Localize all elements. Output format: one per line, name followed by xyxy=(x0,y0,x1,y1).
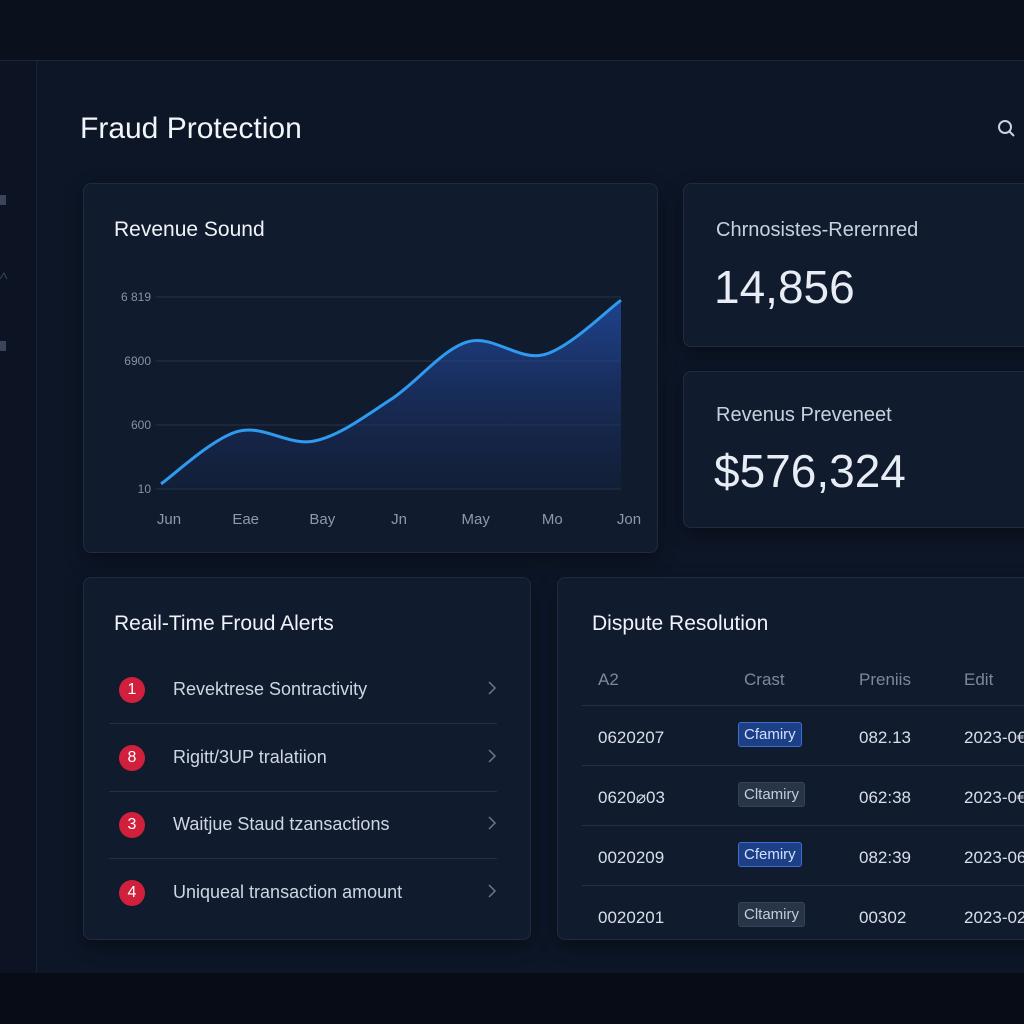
alert-text: Uniqueal transaction amount xyxy=(173,881,403,902)
area xyxy=(161,300,621,489)
table-cell: 082:39 xyxy=(859,848,911,867)
y-tick-label: 600 xyxy=(131,418,151,432)
status-pill: Cltamiry xyxy=(738,902,805,927)
stat-card: Chrnosistes-Rerernred 14,856 xyxy=(683,183,1024,347)
status-pill: Cfamiry xyxy=(738,722,802,747)
y-tick-label: 6900 xyxy=(124,354,151,368)
stat-label: Revenus Preveneet xyxy=(716,404,892,426)
chevron-icon xyxy=(488,748,497,763)
chart-title: Revenue Sound xyxy=(114,218,265,241)
chevron-icon xyxy=(488,816,497,830)
chevron xyxy=(488,883,497,898)
alerts-card: Reail-Time Froud Alerts 1 Revektrese Sont… xyxy=(83,577,531,940)
alert-text: Rigitt/3UP tralatiion xyxy=(173,746,327,767)
alert-badge: 8 xyxy=(119,744,145,771)
nav-icon[interactable] xyxy=(0,341,6,351)
table-cell: 2023-0€ xyxy=(964,788,1024,807)
alerts-title: Reail-Time Froud Alerts xyxy=(114,612,334,635)
alert-row[interactable]: 4 Uniqueal transaction amount xyxy=(109,859,497,926)
column-header: Edit xyxy=(964,670,994,689)
column-header: Crast xyxy=(744,670,785,689)
x-tick-label: Jun xyxy=(157,511,181,528)
stat-card: Revenus Preveneet $576,324 xyxy=(683,371,1024,528)
stat-label: Chrnosistes-Rerernred xyxy=(716,219,919,241)
alert-text: Revektrese Sontractivity xyxy=(173,679,368,699)
chart: 10 600 6900 6 819 Jun Eae Bay Jn May Mo Jon xyxy=(121,290,641,528)
table-row[interactable]: 0620⌀03 Cltamiry 062:38 2023-0€ xyxy=(582,765,1024,826)
chart-card: Revenue Sound 10 600 6900 6 819 Jun Eae Bay Jn M… xyxy=(83,183,658,553)
table-cell: 0620⌀03 xyxy=(598,788,665,807)
status-pill: Cltamiry xyxy=(738,782,805,807)
chevron xyxy=(488,816,497,830)
disputes-card: Dispute Resolution A2 Crast Preniis Edit 062… xyxy=(557,577,1024,940)
alert-badge: 1 xyxy=(119,677,145,703)
table-cell: 082.13 xyxy=(859,728,911,747)
nav-icon[interactable] xyxy=(0,195,6,205)
table-cell: 00302 xyxy=(859,908,907,927)
line xyxy=(160,298,622,486)
top-bar xyxy=(0,0,1024,61)
chevron-icon xyxy=(488,883,497,898)
stat-value: $576,324 xyxy=(714,445,906,497)
alert-badge: 3 xyxy=(119,812,145,838)
table-cell: 2023-06 xyxy=(964,848,1024,867)
nav-icon[interactable] xyxy=(0,272,8,280)
table-row[interactable]: 0620207 Cfamiry 082.13 2023-0€ xyxy=(582,705,1024,766)
alert-badge: 4 xyxy=(119,879,145,906)
chevron xyxy=(488,681,497,695)
chevron-icon xyxy=(488,681,497,695)
page-title: Fraud Protection xyxy=(80,112,302,145)
x-tick-label: Bay xyxy=(309,511,335,528)
table-cell: 0020201 xyxy=(598,908,665,927)
table-cell: 2023-02 xyxy=(964,908,1024,927)
y-tick-label: 6 819 xyxy=(121,290,151,304)
alert-text: Waitjue Staud tzansactions xyxy=(173,814,390,834)
x-tick-label: Jon xyxy=(617,511,641,528)
table-cell: 2023-0€ xyxy=(964,728,1024,747)
table-cell: 0620207 xyxy=(598,728,665,747)
table-row[interactable]: 0020209 Cfemiry 082:39 2023-06 xyxy=(582,825,1024,886)
footer xyxy=(0,973,1024,1024)
status-pill: Cfemiry xyxy=(738,842,802,867)
chevron xyxy=(488,748,497,763)
sidebar-icons xyxy=(0,195,8,351)
alert-row[interactable]: 3 Waitjue Staud tzansactions xyxy=(109,791,497,859)
search-button[interactable] xyxy=(996,118,1018,140)
y-tick-label: 10 xyxy=(138,482,152,496)
table-cell: 0020209 xyxy=(598,848,665,867)
alert-row[interactable]: 8 Rigitt/3UP tralatiion xyxy=(109,724,497,792)
table-row[interactable]: 0020201 Cltamiry 00302 2023-02 xyxy=(582,885,1024,939)
x-tick-label: Jn xyxy=(391,511,407,528)
search-icon xyxy=(1008,130,1015,137)
x-tick-label: Mo xyxy=(542,511,563,528)
table-cell: 062:38 xyxy=(859,788,911,807)
x-tick-label: May xyxy=(461,511,490,528)
alert-row[interactable]: 1 Revektrese Sontractivity xyxy=(109,656,497,724)
disputes-title: Dispute Resolution xyxy=(592,612,769,635)
sidebar xyxy=(0,61,37,973)
x-tick-label: Eae xyxy=(232,511,259,528)
stat-value: 14,856 xyxy=(714,261,855,313)
search-icon xyxy=(998,120,1012,134)
column-header: A2 xyxy=(598,670,619,689)
column-header: Preniis xyxy=(859,670,911,689)
